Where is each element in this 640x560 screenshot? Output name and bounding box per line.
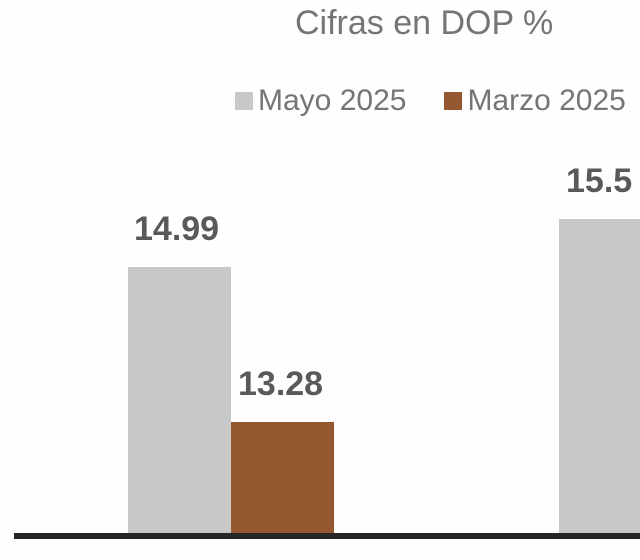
legend-label: Mayo 2025 — [258, 84, 407, 117]
chart-title: Cifras en DOP % — [295, 4, 554, 42]
chart-legend: Mayo 2025 Marzo 2025 — [235, 84, 640, 118]
legend-item-marzo: Marzo 2025 — [444, 84, 626, 118]
x-axis-line — [14, 533, 640, 539]
legend-label: Marzo 2025 — [467, 84, 626, 117]
data-label-mayo-2: 15.5 — [566, 162, 633, 200]
legend-swatch-gray-icon — [235, 92, 253, 110]
legend-item-mayo: Mayo 2025 — [235, 84, 406, 118]
bar-mayo-1 — [128, 267, 231, 533]
bar-mayo-2 — [559, 219, 640, 533]
bar-marzo-1 — [231, 422, 334, 533]
data-label-mayo-1: 14.99 — [134, 210, 220, 248]
legend-swatch-brown-icon — [444, 92, 463, 110]
data-label-marzo-1: 13.28 — [238, 365, 324, 403]
